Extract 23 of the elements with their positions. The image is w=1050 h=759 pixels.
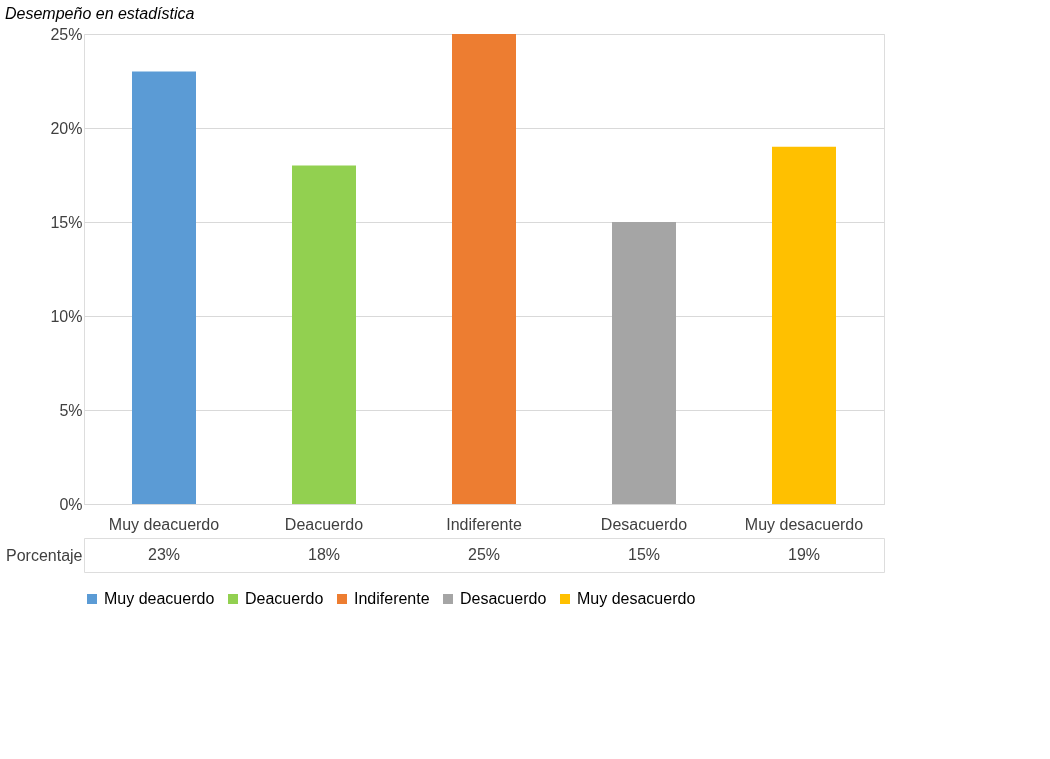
data-label: 23% (147, 546, 181, 563)
text: Porcentaje (6, 546, 83, 564)
y-tick-label: 10% (50, 307, 83, 325)
legend-label: Muy deacuerdo (104, 590, 215, 607)
legend-label: Deacuerdo (245, 590, 324, 607)
y-tick-label: 0% (59, 495, 83, 513)
y-tick-label: 5% (59, 401, 83, 419)
data-label: 18% (307, 546, 341, 563)
y-tick-label: 25% (50, 25, 83, 43)
data-label: 15% (627, 546, 661, 563)
legend-label: Indiferente (354, 590, 430, 607)
x-tick-label: Indiferente (446, 515, 522, 533)
y-tick-label: 15% (50, 213, 83, 231)
x-tick-label: Muy desacuerdo (744, 515, 864, 533)
y-tick-label: 20% (50, 119, 83, 137)
x-tick-label: Desacuerdo (600, 515, 688, 533)
x-tick-label: Deacuerdo (284, 515, 364, 533)
legend-label: Muy desacuerdo (577, 590, 696, 607)
data-label: 19% (787, 546, 821, 563)
x-tick-label: Muy deacuerdo (108, 515, 220, 533)
chart-title: Desempeño en estadística (5, 4, 195, 22)
data-label: 25% (467, 546, 501, 563)
legend-label: Desacuerdo (460, 590, 547, 607)
